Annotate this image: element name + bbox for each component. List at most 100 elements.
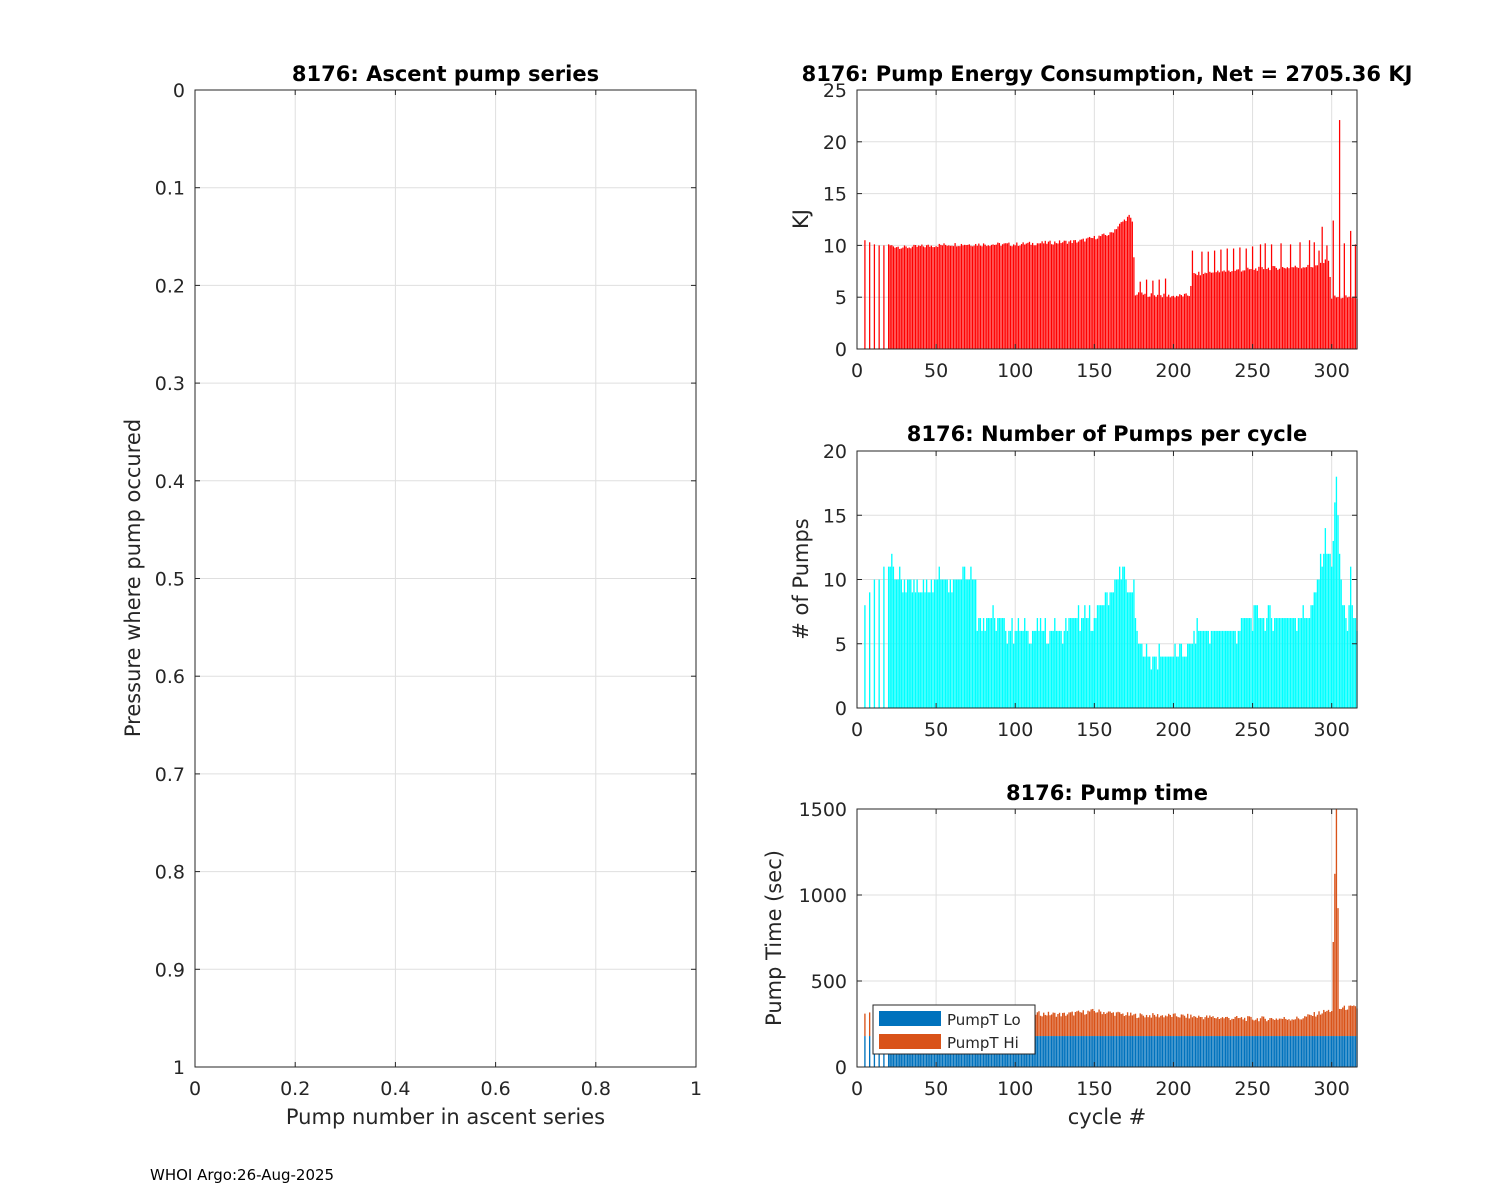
pumptime-bar-hi — [1087, 1010, 1089, 1037]
energy-bar — [1210, 272, 1213, 349]
pumps-bar — [1062, 643, 1064, 708]
pumptime-bar-hi — [1337, 908, 1339, 1037]
energy-bar — [1180, 295, 1182, 349]
pumps-bar — [1088, 605, 1091, 708]
pumptime-bar-hi — [1342, 1007, 1344, 1037]
pumps-bar — [1204, 630, 1206, 708]
energy-bar — [1081, 239, 1083, 349]
pumptime-bar-hi — [1144, 1017, 1146, 1037]
energy-bar — [1264, 243, 1266, 349]
pumptime-bar-hi — [1093, 1010, 1096, 1037]
pumptime-bar-lo — [1068, 1036, 1070, 1067]
pumps-bar — [1231, 630, 1233, 708]
energy-bar — [943, 243, 945, 349]
pumps-bar — [1096, 605, 1099, 708]
pumps-bar — [1142, 656, 1145, 708]
pumps-bar — [1041, 630, 1043, 708]
energy-bar — [1028, 241, 1031, 349]
energy-bar — [1087, 237, 1089, 349]
energy-bar — [1084, 241, 1086, 349]
pumptime-bar-lo — [1109, 1036, 1111, 1067]
pumptime-bar-lo — [1299, 1036, 1301, 1067]
energy-bar — [910, 248, 912, 349]
energy-bar — [1318, 250, 1320, 349]
pumps-bar — [1149, 656, 1151, 708]
energy-bar — [1076, 242, 1078, 349]
energy-bar — [1115, 229, 1118, 349]
pumptime-bar-hi — [1060, 1016, 1062, 1037]
pumps-bar — [1335, 476, 1338, 708]
pumps-bar — [998, 618, 1001, 708]
pumps-bar — [1104, 592, 1107, 708]
energy-bar — [1331, 298, 1333, 349]
pumptime-bar-lo — [1212, 1036, 1214, 1067]
pumps-bar — [1030, 643, 1032, 708]
pumps-bar — [1289, 618, 1292, 708]
pumptime-bar-hi — [1081, 1012, 1083, 1037]
energy-bar — [894, 247, 896, 349]
pumps-bar — [1093, 618, 1096, 708]
pumptime-bar-lo — [1231, 1036, 1233, 1067]
energy-bar — [1245, 248, 1247, 349]
pumptime-bar-hi — [1253, 1020, 1255, 1037]
energy-bar — [1063, 240, 1065, 349]
pumptime-bar-lo — [1340, 1036, 1342, 1067]
energy-bar — [1082, 238, 1084, 349]
energy-bar — [973, 245, 975, 349]
energy-bar — [1117, 226, 1119, 349]
pumptime-bar-hi — [1338, 1008, 1341, 1037]
energy-bar — [1270, 244, 1273, 349]
energy-bar — [976, 245, 978, 349]
pumps-bar — [1299, 618, 1301, 708]
x-tick-label: 100 — [997, 1078, 1033, 1100]
pumptime-bar-hi — [1074, 1012, 1077, 1037]
pumps-bar — [952, 579, 955, 708]
y-tick-label: 1000 — [799, 885, 847, 907]
pumptime-bar-hi — [1266, 1021, 1268, 1037]
energy-bar — [1291, 267, 1293, 349]
pumps-bar — [1224, 630, 1227, 708]
pumps-bar — [1349, 566, 1352, 708]
pumps-bar — [1187, 643, 1189, 708]
pumptime-bar-lo — [1125, 1036, 1127, 1067]
energy-bar — [1047, 241, 1050, 349]
energy-bar — [1199, 275, 1201, 349]
pumptime-bar-lo — [1035, 1036, 1037, 1067]
energy-bar — [1253, 269, 1255, 349]
pumps-bar — [925, 579, 928, 708]
energy-bar — [1172, 295, 1175, 349]
energy-bar — [1288, 268, 1290, 349]
pumptime-bar-hi — [1069, 1012, 1072, 1037]
pumptime-bar-hi — [1335, 809, 1338, 1037]
pumps-bar — [1058, 630, 1061, 708]
y-tick-label: 15 — [823, 505, 847, 527]
pumptime-bar-lo — [1172, 1036, 1175, 1067]
pumps-bar — [965, 579, 967, 708]
pumps-bar — [1323, 553, 1325, 708]
pumps-bar — [864, 605, 866, 708]
energy-bar — [1236, 269, 1238, 349]
energy-bar — [1008, 242, 1010, 349]
energy-bar — [878, 245, 880, 349]
pumps-bar — [1242, 618, 1244, 708]
pumps-bar — [1016, 630, 1018, 708]
pumptime-bar-lo — [1307, 1036, 1309, 1067]
pumptime-bar-lo — [1153, 1036, 1156, 1067]
energy-bar — [981, 246, 983, 349]
pumptime-bar-hi — [1294, 1019, 1296, 1037]
energy-bar — [1258, 266, 1260, 349]
energy-bar — [1095, 239, 1097, 349]
pumptime-bar-lo — [1349, 1036, 1352, 1067]
y-tick-label: 0 — [835, 698, 847, 720]
pumptime-bar-hi — [1321, 1013, 1323, 1037]
pumps-bar — [1188, 643, 1190, 708]
pumptime-bar-hi — [1283, 1016, 1285, 1037]
pumps-bar — [1319, 553, 1322, 708]
pumps-bar — [1302, 605, 1304, 708]
energy-bar — [916, 246, 918, 349]
pumptime-bar-lo — [1063, 1036, 1065, 1067]
pumptime-bar-hi — [1217, 1017, 1219, 1037]
energy-bar — [1229, 271, 1232, 349]
pumptime-bar-lo — [1185, 1036, 1187, 1067]
pumptime-bar-lo — [1183, 1036, 1186, 1067]
